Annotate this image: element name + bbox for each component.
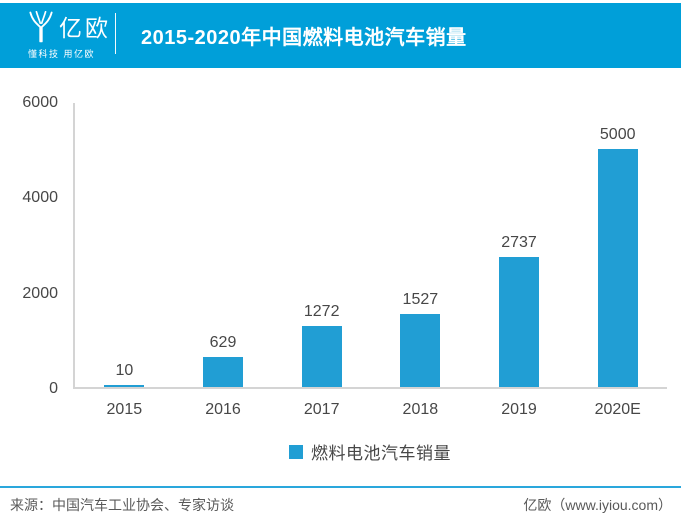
y-tick-label: 4000: [22, 189, 58, 207]
chart-title: 2015-2020年中国燃料电池汽车销量: [141, 27, 467, 49]
bar-column: 2737 2019: [470, 103, 569, 418]
y-tick-label: 0: [49, 380, 58, 397]
y-axis-labels: 0 2000 4000 6000: [0, 94, 58, 397]
bar: [499, 257, 540, 387]
bar: [203, 357, 243, 387]
credit-text: 亿欧（www.iyiou.com）: [523, 497, 672, 513]
footer: 来源：中国汽车工业协会、专家访谈 亿欧（www.iyiou.com）: [10, 495, 672, 515]
bar: [301, 326, 342, 387]
x-axis-label: 2019: [501, 401, 537, 418]
bar-value-label: 629: [209, 334, 237, 351]
bar-column: 5000 2020E: [568, 103, 667, 418]
bar-value-label: 5000: [599, 126, 636, 143]
y-tick-label: 2000: [22, 284, 58, 302]
yiou-logo-icon: [29, 11, 53, 43]
plot-area: 10 2015 629 2016 1272 2017 1527 2018 2737 2019 500…: [73, 103, 667, 418]
brand-tagline: 懂科技 用亿欧: [28, 49, 96, 59]
header-banner: 亿欧 懂科技 用亿欧 2015-2020年中国燃料电池汽车销量: [0, 3, 681, 68]
x-axis-label: 2018: [402, 401, 439, 418]
legend-label: 燃料电池汽车销量: [311, 444, 451, 463]
bar-column: 1527 2018: [371, 103, 470, 418]
brand-name: 亿欧: [59, 15, 111, 42]
bar-value-label: 2737: [501, 234, 537, 251]
bar-column: 1272 2017: [272, 103, 371, 418]
bar-value-label: 1272: [303, 303, 340, 320]
y-tick-label: 6000: [22, 94, 58, 111]
footer-divider-line: [0, 486, 681, 488]
brand-logo: 亿欧 懂科技 用亿欧: [28, 11, 111, 60]
x-axis-label: 2017: [303, 401, 340, 418]
chart-legend: 燃料电池汽车销量: [73, 439, 667, 464]
banner-divider: [115, 13, 116, 54]
legend-swatch: [289, 444, 303, 459]
bar: [597, 149, 638, 387]
source-text: 来源：中国汽车工业协会、专家访谈: [10, 497, 234, 513]
x-axis-label: 2015: [106, 401, 143, 418]
x-axis-label: 2020E: [594, 401, 641, 418]
bar: [104, 385, 145, 387]
bar-column: 629 2016: [174, 103, 273, 418]
bar-value-label: 1527: [402, 291, 439, 308]
x-axis-label: 2016: [205, 401, 241, 418]
bar-column: 10 2015: [75, 103, 174, 418]
bar-value-label: 10: [115, 362, 134, 379]
bar: [400, 314, 441, 387]
